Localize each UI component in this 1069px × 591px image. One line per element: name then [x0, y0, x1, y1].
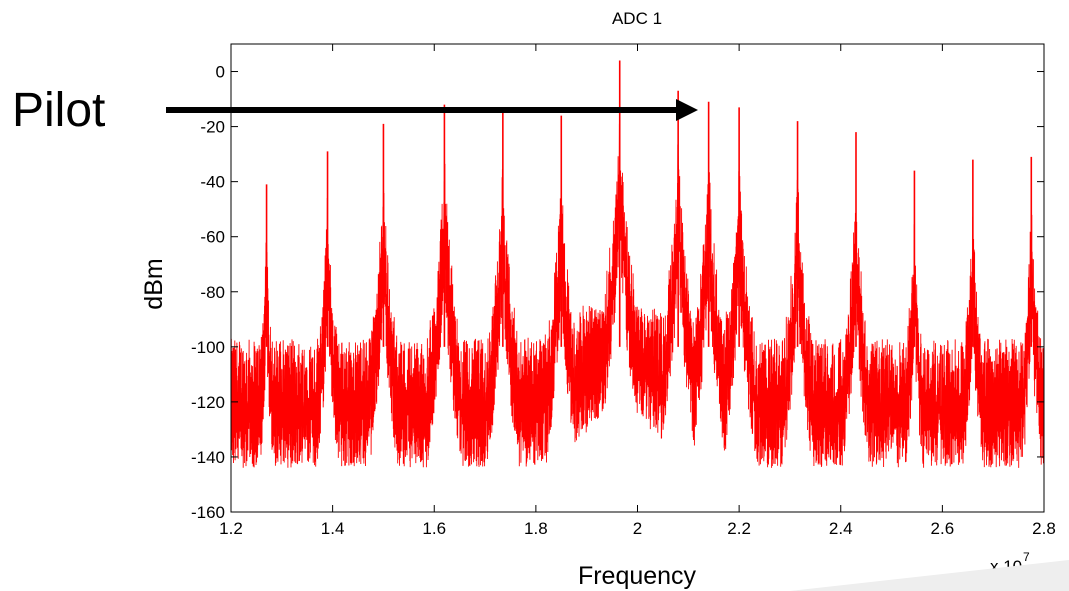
x-axis-multiplier-exponent: 7: [1023, 550, 1030, 564]
x-tick-label: 2.4: [829, 519, 853, 538]
y-axis-ticks: 0 -20 -40 -60 -80 -100 -120 -140 -160: [191, 63, 1044, 522]
chart-title: ADC 1: [612, 9, 662, 28]
spectrum-noise-path: [230, 123, 1045, 468]
spectrum-trace: [230, 60, 1045, 468]
y-axis-label: dBm: [140, 258, 168, 309]
pilot-arrow: [166, 99, 698, 121]
x-tick-label: 1.4: [321, 519, 345, 538]
y-tick-label: -160: [191, 503, 225, 522]
x-tick-label: 2.6: [931, 519, 955, 538]
x-tick-label: 2.2: [727, 519, 751, 538]
y-tick-label: -80: [200, 283, 225, 302]
x-tick-label: 1.2: [219, 519, 243, 538]
x-tick-label: 2: [633, 519, 642, 538]
y-tick-label: -20: [200, 118, 225, 137]
y-tick-label: 0: [216, 63, 225, 82]
x-tick-label: 2.8: [1032, 519, 1056, 538]
y-tick-label: -40: [200, 173, 225, 192]
x-tick-label: 1.8: [524, 519, 548, 538]
x-axis-label: Frequency: [578, 562, 697, 590]
y-tick-label: -140: [191, 448, 225, 467]
pilot-annotation-label: Pilot: [12, 84, 105, 137]
y-tick-label: -100: [191, 338, 225, 357]
y-tick-label: -60: [200, 228, 225, 247]
x-axis-ticks: 1.2 1.4 1.6 1.8 2 2.2 2.4 2.6 2.8: [219, 44, 1056, 538]
y-tick-label: -120: [191, 393, 225, 412]
x-tick-label: 1.6: [422, 519, 446, 538]
decorative-corner-shape: [790, 560, 1069, 591]
